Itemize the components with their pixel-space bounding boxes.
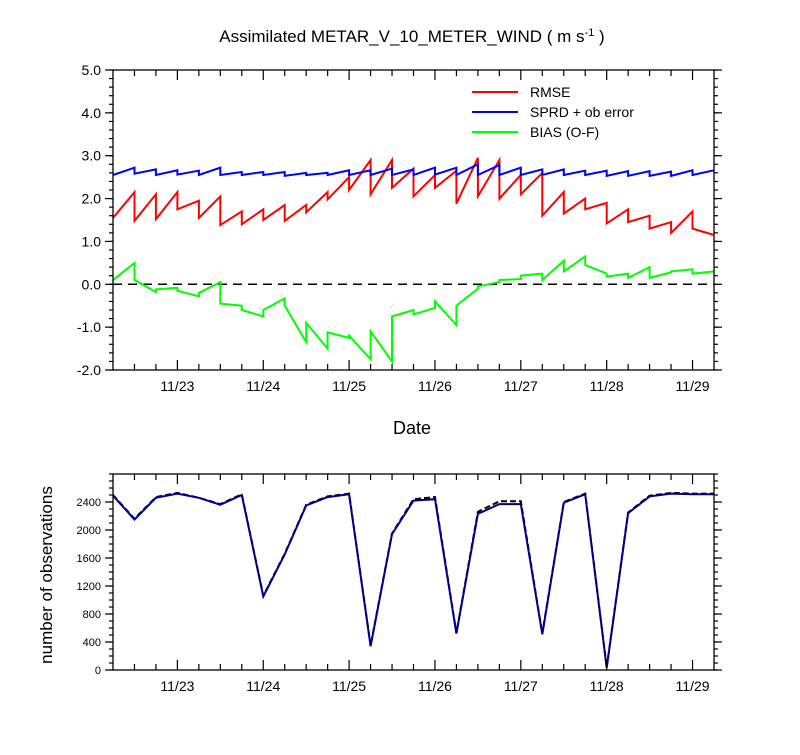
- series-line-sprd-ob-error: [112, 162, 715, 178]
- x-tick-label: 11/26: [418, 678, 452, 694]
- y-tick-label: 5.0: [82, 62, 102, 78]
- top-ticks-group: 11/23 11/24 11/25 11/26 11/27 11/28 11/29 -2.0 -…: [77, 62, 722, 394]
- chart-title-main: Assimilated METAR_V_10_METER_WIND ( m s: [219, 27, 584, 46]
- x-tick-label: 11/29: [676, 378, 710, 394]
- y-tick-label: 4.0: [82, 105, 102, 121]
- y-tick-label: -2.0: [77, 362, 101, 378]
- legend-label-bias: BIAS (O-F): [530, 124, 599, 140]
- chart-title-close: ): [594, 27, 604, 46]
- x-tick-label: 11/23: [160, 378, 194, 394]
- series-line-bias-o-f: [112, 254, 715, 365]
- top-legend: RMSE SPRD + ob error BIAS (O-F): [472, 84, 634, 140]
- x-tick-label: 11/26: [418, 378, 452, 394]
- series-line-assimilated: [112, 492, 714, 669]
- legend-label-sprd: SPRD + ob error: [530, 104, 634, 120]
- bottom-panel: 11/23 11/24 11/25 11/26 11/27 11/28 11/29 0 400 8…: [37, 473, 722, 694]
- x-tick-label: 11/28: [590, 678, 624, 694]
- x-tick-label: 11/25: [332, 678, 366, 694]
- x-tick-label: 11/28: [590, 378, 624, 394]
- top-panel: Assimilated METAR_V_10_METER_WIND ( m s-…: [77, 27, 722, 438]
- y-tick-label: 0: [95, 665, 101, 677]
- top-series-group: [112, 156, 715, 365]
- x-tick-label: 11/24: [246, 378, 280, 394]
- bottom-plot-frame: [112, 473, 715, 671]
- y-tick-label: 0.0: [82, 276, 102, 292]
- top-plot-frame: [112, 69, 715, 371]
- x-axis-title: Date: [393, 418, 431, 438]
- legend-label-rmse: RMSE: [530, 84, 570, 100]
- y-tick-label: 1200: [77, 581, 101, 593]
- x-tick-label: 11/24: [246, 678, 280, 694]
- chart-title-unit-exponent: -1: [585, 27, 595, 39]
- y-tick-label: 400: [83, 637, 101, 649]
- x-tick-label: 11/29: [676, 678, 710, 694]
- x-tick-label: 11/27: [504, 678, 538, 694]
- y-tick-label: 3.0: [82, 148, 102, 164]
- series-line-possible: [112, 491, 714, 668]
- series-line-rmse: [112, 156, 715, 236]
- y-tick-label: 1.0: [82, 233, 102, 249]
- y-tick-label: 2400: [77, 497, 101, 509]
- y-tick-label: 1600: [77, 553, 101, 565]
- x-tick-label: 11/25: [332, 378, 366, 394]
- x-tick-label: 11/27: [504, 378, 538, 394]
- y-tick-label: 800: [83, 609, 101, 621]
- chart-title: Assimilated METAR_V_10_METER_WIND ( m s-…: [219, 27, 604, 46]
- bottom-ticks-group: 11/23 11/24 11/25 11/26 11/27 11/28 11/29 0 400 8…: [77, 473, 722, 694]
- bottom-y-axis-title: number of observations: [37, 486, 56, 664]
- y-tick-label: 2000: [77, 525, 101, 537]
- x-tick-label: 11/23: [160, 678, 194, 694]
- bottom-series-group: [112, 491, 714, 669]
- y-tick-label: -1.0: [77, 319, 101, 335]
- y-tick-label: 2.0: [82, 191, 102, 207]
